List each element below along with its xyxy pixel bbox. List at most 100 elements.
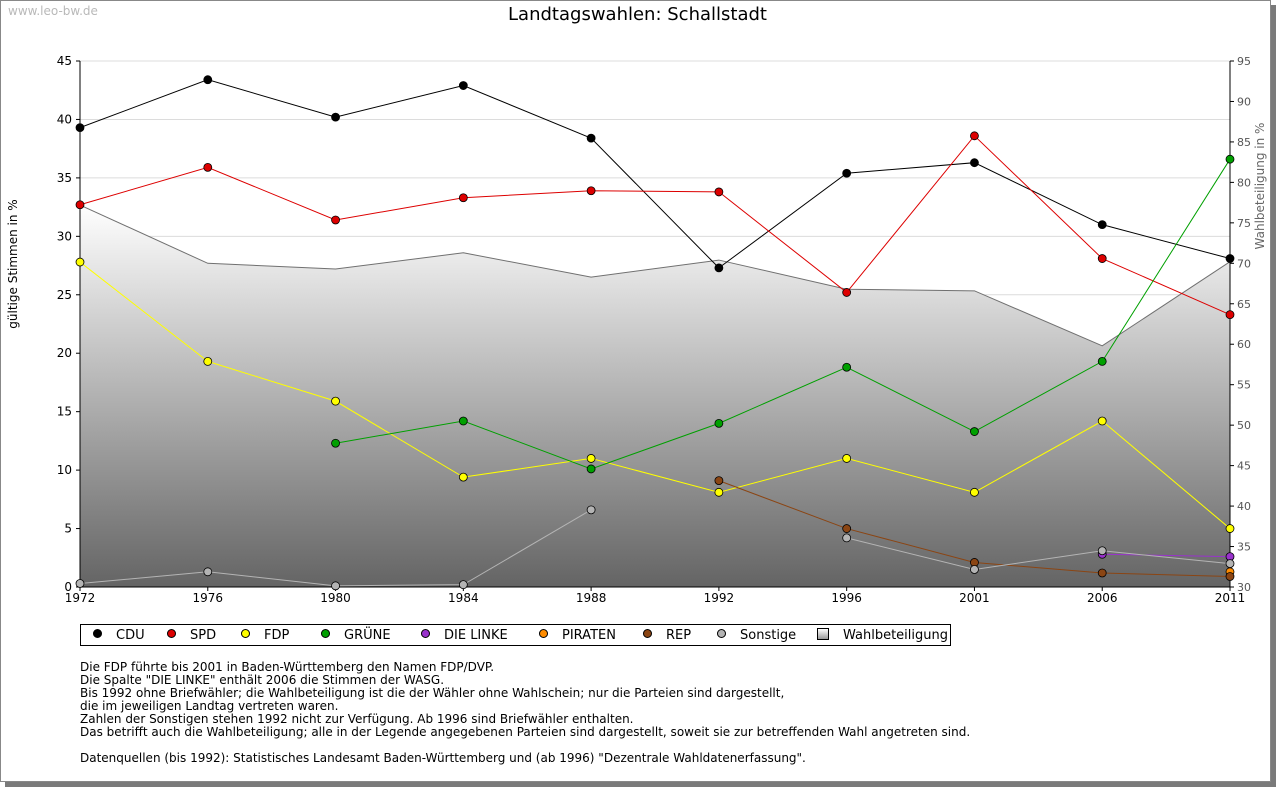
data-point-spd xyxy=(331,215,340,225)
y-tick-label: 10 xyxy=(57,463,72,477)
x-tick-label: 1980 xyxy=(320,591,351,605)
data-point-grüne xyxy=(331,438,340,448)
y2-tick-label: 75 xyxy=(1237,217,1251,230)
y-tick-label: 0 xyxy=(64,580,72,594)
watermark: www.leo-bw.de xyxy=(8,4,98,18)
data-point-spd xyxy=(1225,310,1235,320)
data-point-rep xyxy=(1097,568,1107,578)
y2-axis-label: Wahlbeteiligung in % xyxy=(1253,123,1267,250)
data-point-grüne xyxy=(1097,357,1107,366)
legend-label: DIE LINKE xyxy=(444,628,508,643)
data-point-grüne xyxy=(842,362,852,372)
data-point-grüne xyxy=(586,464,596,474)
data-point-rep xyxy=(842,524,852,533)
y2-tick-label: 85 xyxy=(1237,136,1251,149)
data-point-sonstige xyxy=(75,579,85,588)
legend-label: Sonstige xyxy=(740,628,797,643)
y-tick-label: 5 xyxy=(64,522,72,536)
data-point-spd xyxy=(1097,254,1107,263)
legend-label: GRÜNE xyxy=(344,628,391,643)
x-tick-label: 2006 xyxy=(1087,591,1118,605)
legend-label: SPD xyxy=(190,628,217,643)
data-point-cdu xyxy=(1097,220,1107,230)
x-tick-label: 1992 xyxy=(704,591,735,605)
series-line-spd xyxy=(79,135,1231,316)
data-point-cdu xyxy=(842,168,852,178)
y-tick-label: 35 xyxy=(57,171,72,185)
legend-dot-icon xyxy=(167,629,176,638)
data-point-sonstige xyxy=(586,505,596,515)
legend-square-icon xyxy=(817,628,829,640)
x-tick-label: 1996 xyxy=(831,591,862,605)
turnout-area xyxy=(80,205,1230,587)
note-line: Das betrifft auch die Wahlbeteiligung; a… xyxy=(80,725,971,739)
data-point-fdp xyxy=(970,487,979,497)
legend-item: PIRATEN xyxy=(539,628,616,643)
x-tick-label: 1972 xyxy=(65,591,96,605)
data-point-fdp xyxy=(203,357,213,366)
data-point-grüne xyxy=(714,418,724,428)
legend-item: Sonstige xyxy=(717,628,796,643)
data-point-cdu xyxy=(331,112,340,122)
y-tick-label: 15 xyxy=(57,405,72,419)
legend-item: DIE LINKE xyxy=(421,628,508,643)
chart-legend: CDU SPD FDP GRÜNE DIE LINKE PIRATEN REP Sonstig… xyxy=(80,624,951,646)
data-point-spd xyxy=(714,187,724,197)
legend-dot-icon xyxy=(643,629,652,638)
data-point-sonstige xyxy=(842,533,852,543)
data-point-spd xyxy=(203,162,213,172)
y2-tick-label: 60 xyxy=(1237,338,1251,351)
note-line: die im jeweiligen Landtag vertreten ware… xyxy=(80,699,339,713)
y-tick-label: 25 xyxy=(57,288,72,302)
x-tick-label: 2001 xyxy=(959,591,990,605)
data-point-cdu xyxy=(1225,254,1235,263)
data-point-grüne xyxy=(1225,154,1235,164)
series-line-die-linke xyxy=(1102,553,1231,558)
x-tick-label: 1976 xyxy=(193,591,224,605)
x-tick-label: 1988 xyxy=(576,591,607,605)
legend-dot-icon xyxy=(93,629,102,638)
legend-dot-icon xyxy=(421,629,430,638)
note-line: Zahlen der Sonstigen stehen 1992 nicht z… xyxy=(80,712,634,726)
legend-dot-icon xyxy=(321,629,330,638)
data-point-fdp xyxy=(586,454,596,463)
data-point-sonstige xyxy=(1097,546,1107,556)
legend-dot-icon xyxy=(241,629,250,638)
y2-tick-label: 40 xyxy=(1237,500,1251,513)
data-point-cdu xyxy=(203,75,213,85)
y2-tick-label: 35 xyxy=(1237,541,1251,554)
y-tick-label: 40 xyxy=(57,112,72,126)
chart-title: Landtagswahlen: Schallstadt xyxy=(508,4,767,25)
series-line-cdu xyxy=(79,79,1231,269)
data-point-sonstige xyxy=(203,567,213,577)
y2-tick-label: 70 xyxy=(1237,257,1251,270)
legend-item: SPD xyxy=(167,628,216,643)
legend-item: FDP xyxy=(241,628,289,643)
series-line-sonstige xyxy=(846,537,1231,570)
data-point-cdu xyxy=(970,158,979,168)
data-point-sonstige xyxy=(331,581,340,591)
series-line-grüne xyxy=(335,158,1231,470)
y2-tick-label: 55 xyxy=(1237,379,1251,392)
data-point-spd xyxy=(458,193,468,203)
y2-tick-label: 65 xyxy=(1237,298,1251,311)
note-line: Die FDP führte bis 2001 in Baden-Württem… xyxy=(80,660,495,674)
data-point-spd xyxy=(586,186,596,196)
legend-label: Wahlbeteiligung xyxy=(843,628,949,643)
data-point-cdu xyxy=(75,123,85,133)
y2-tick-label: 80 xyxy=(1237,176,1251,189)
data-point-fdp xyxy=(458,472,468,482)
y-tick-label: 20 xyxy=(57,346,72,360)
data-point-sonstige xyxy=(970,565,979,574)
series-line-fdp xyxy=(79,261,1231,529)
x-tick-label: 1984 xyxy=(448,591,479,605)
data-point-rep xyxy=(1225,572,1235,581)
note-line: Bis 1992 ohne Briefwähler; die Wahlbetei… xyxy=(80,686,785,700)
legend-label: CDU xyxy=(116,628,145,643)
legend-label: PIRATEN xyxy=(562,628,616,643)
data-point-fdp xyxy=(1225,524,1235,533)
source-note: Datenquellen (bis 1992): Statistisches L… xyxy=(80,751,806,765)
y-tick-label: 45 xyxy=(57,54,72,68)
data-point-cdu xyxy=(714,263,724,273)
data-point-grüne xyxy=(458,416,468,426)
